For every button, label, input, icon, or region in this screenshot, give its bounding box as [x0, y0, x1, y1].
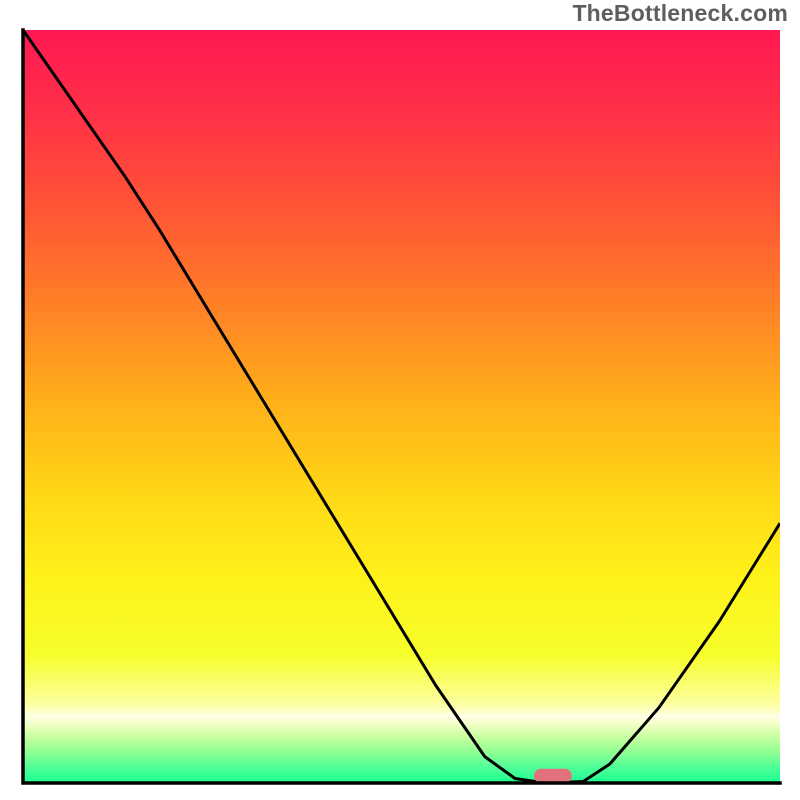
optimum-marker — [534, 769, 572, 783]
gradient-background — [23, 30, 780, 783]
plot-area — [23, 30, 780, 783]
watermark-text: TheBottleneck.com — [572, 0, 788, 27]
bottleneck-chart — [0, 0, 800, 800]
